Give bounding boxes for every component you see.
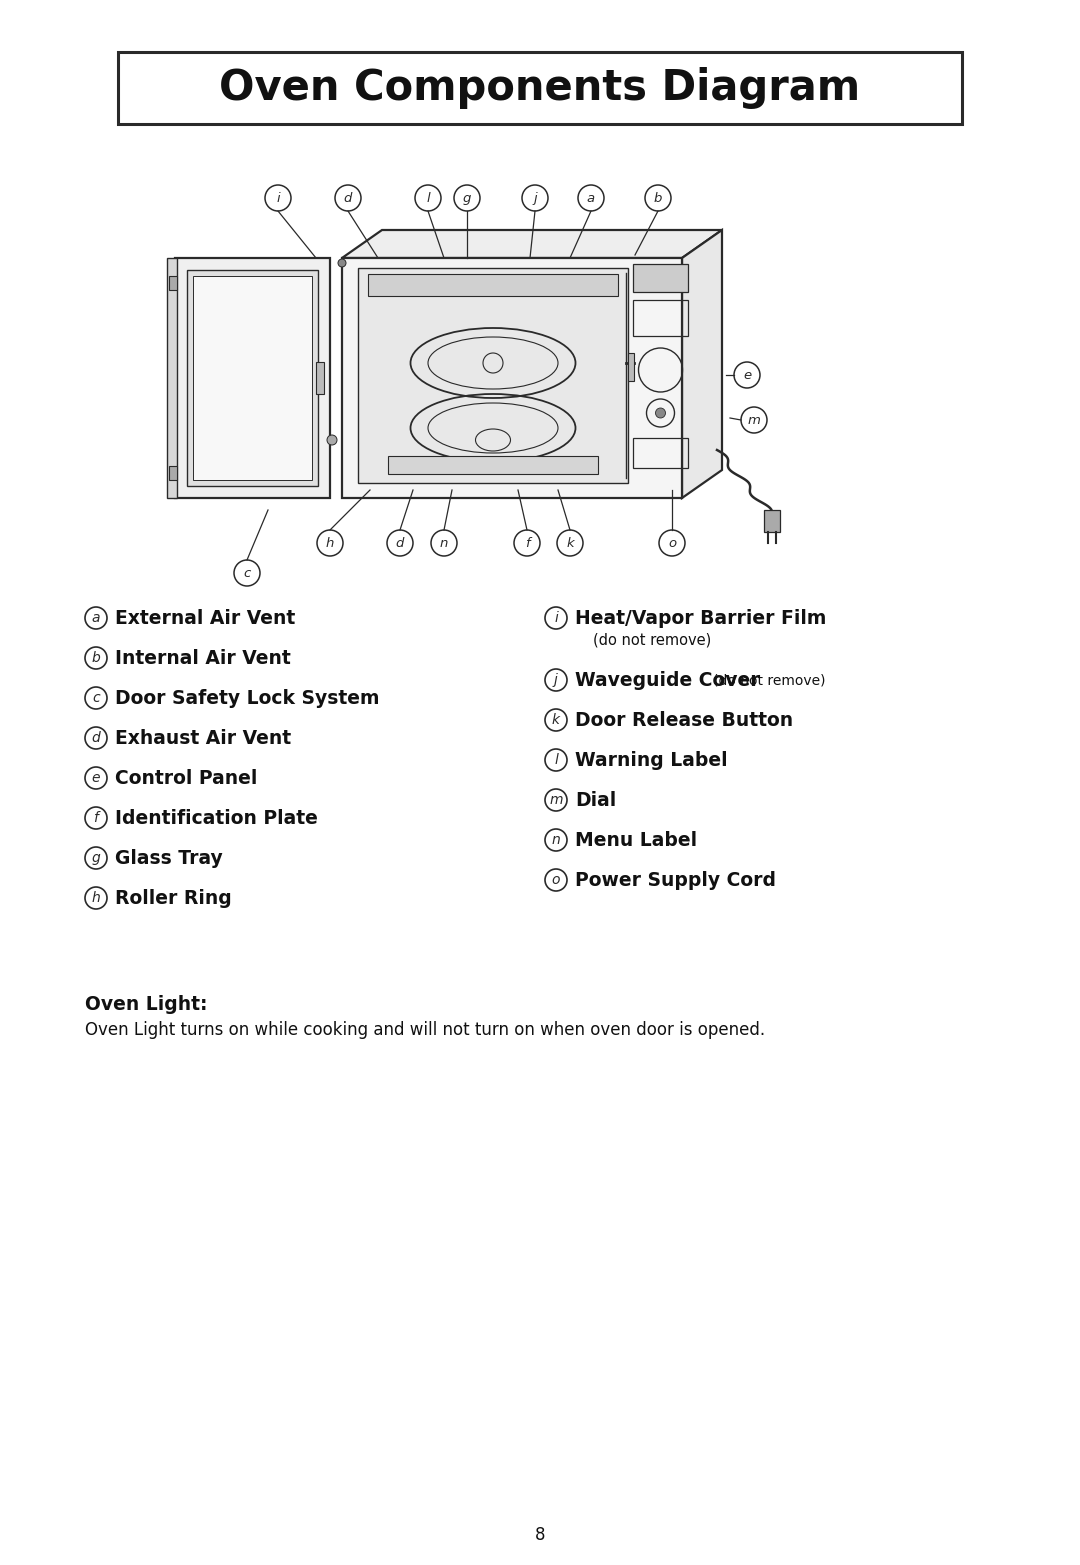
Text: e: e — [92, 772, 100, 786]
Text: (do not remove): (do not remove) — [593, 632, 712, 648]
Circle shape — [327, 435, 337, 444]
Polygon shape — [681, 230, 723, 498]
Text: o: o — [552, 873, 561, 887]
Bar — [633, 438, 688, 468]
Text: Door Release Button: Door Release Button — [575, 711, 793, 729]
Text: b: b — [92, 651, 100, 665]
Circle shape — [338, 258, 346, 268]
Text: k: k — [552, 714, 561, 728]
Text: f: f — [525, 537, 529, 549]
Bar — [357, 268, 627, 484]
Text: Power Supply Cord: Power Supply Cord — [575, 870, 777, 889]
Bar — [627, 354, 634, 380]
Bar — [175, 258, 330, 498]
Text: j: j — [534, 191, 537, 205]
Text: c: c — [92, 692, 99, 704]
Text: Menu Label: Menu Label — [575, 831, 697, 850]
Text: h: h — [326, 537, 334, 549]
Text: Roller Ring: Roller Ring — [114, 889, 232, 908]
Bar — [368, 274, 618, 296]
Bar — [633, 264, 688, 293]
Text: g: g — [92, 851, 100, 865]
Text: d: d — [395, 537, 404, 549]
Text: f: f — [94, 811, 98, 825]
Bar — [388, 455, 598, 474]
FancyBboxPatch shape — [118, 52, 962, 124]
Bar — [193, 275, 312, 480]
Bar — [633, 300, 688, 336]
Text: Control Panel: Control Panel — [114, 768, 257, 787]
Text: l: l — [554, 753, 558, 767]
Text: m: m — [550, 793, 563, 808]
Bar — [764, 510, 780, 532]
Bar — [168, 275, 177, 290]
Text: Warning Label: Warning Label — [575, 751, 728, 770]
Text: a: a — [92, 610, 100, 624]
Text: Exhaust Air Vent: Exhaust Air Vent — [114, 728, 292, 748]
Text: Oven Light turns on while cooking and will not turn on when oven door is opened.: Oven Light turns on while cooking and wi… — [85, 1020, 765, 1039]
Text: n: n — [552, 833, 561, 847]
Text: d: d — [92, 731, 100, 745]
Text: Dial: Dial — [575, 790, 617, 809]
Text: d: d — [343, 191, 352, 205]
Bar — [316, 362, 324, 394]
Text: Internal Air Vent: Internal Air Vent — [114, 648, 291, 668]
Text: l: l — [427, 191, 430, 205]
Text: Identification Plate: Identification Plate — [114, 809, 318, 828]
Text: Oven Light:: Oven Light: — [85, 995, 207, 1014]
Text: b: b — [653, 191, 662, 205]
Text: g: g — [463, 191, 471, 205]
Bar — [168, 466, 177, 480]
Polygon shape — [342, 230, 723, 258]
Text: i: i — [554, 610, 558, 624]
Text: a: a — [586, 191, 595, 205]
Circle shape — [656, 408, 665, 418]
Text: j: j — [554, 673, 558, 687]
Bar — [187, 271, 318, 487]
Text: External Air Vent: External Air Vent — [114, 609, 295, 628]
Text: (do not remove): (do not remove) — [713, 673, 825, 687]
Text: Door Safety Lock System: Door Safety Lock System — [114, 689, 379, 707]
Text: Oven Components Diagram: Oven Components Diagram — [219, 67, 861, 110]
Text: Waveguide Cover: Waveguide Cover — [575, 670, 759, 690]
Text: e: e — [743, 368, 751, 382]
Text: h: h — [92, 890, 100, 905]
Bar — [167, 258, 177, 498]
Text: o: o — [667, 537, 676, 549]
Text: Heat/Vapor Barrier Film: Heat/Vapor Barrier Film — [575, 609, 826, 628]
Text: i: i — [276, 191, 280, 205]
Text: k: k — [566, 537, 573, 549]
Text: Glass Tray: Glass Tray — [114, 848, 222, 867]
Bar — [342, 258, 681, 498]
Text: n: n — [440, 537, 448, 549]
Text: 8: 8 — [535, 1526, 545, 1545]
Text: c: c — [243, 567, 251, 579]
Text: m: m — [747, 413, 760, 427]
